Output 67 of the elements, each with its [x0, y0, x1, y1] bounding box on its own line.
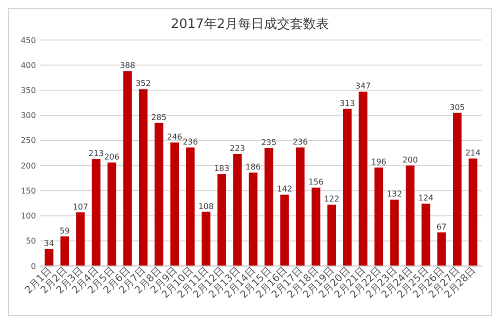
bar	[264, 148, 274, 266]
bar	[390, 200, 399, 266]
data-label: 214	[465, 148, 481, 158]
data-label: 200	[402, 156, 418, 165]
bar	[374, 168, 384, 266]
bar	[343, 108, 352, 266]
bar	[248, 172, 258, 266]
bar	[296, 147, 305, 266]
bar	[186, 147, 195, 266]
data-label: 352	[136, 79, 151, 88]
bar	[437, 232, 446, 266]
data-label: 305	[450, 102, 465, 112]
y-tick-label: 250	[20, 136, 36, 146]
data-label: 156	[308, 178, 324, 187]
y-tick-label: 150	[20, 186, 36, 196]
bar	[154, 122, 164, 266]
data-label: 223	[230, 144, 246, 154]
data-label: 213	[88, 149, 104, 158]
data-label: 108	[198, 202, 214, 211]
bar	[92, 159, 100, 266]
y-tick-label: 300	[20, 111, 36, 120]
bar	[280, 194, 289, 266]
bar	[60, 236, 70, 266]
bar	[233, 154, 242, 266]
data-label: 122	[324, 194, 340, 204]
bar	[170, 142, 179, 266]
bar	[312, 188, 320, 266]
data-label: 246	[167, 132, 182, 142]
data-label: 206	[104, 152, 120, 162]
data-label: 236	[182, 137, 198, 146]
bar	[44, 248, 54, 266]
data-label: 347	[355, 82, 371, 91]
bar	[452, 112, 462, 266]
data-label: 196	[371, 158, 386, 167]
data-label: 186	[246, 162, 261, 172]
bar	[327, 204, 336, 266]
data-label: 313	[340, 98, 355, 108]
bar	[358, 92, 368, 266]
data-label: 59	[60, 226, 70, 236]
y-tick-label: 400	[20, 60, 36, 70]
data-label: 132	[386, 190, 402, 199]
chart-title: 2017年2月每日成交套数表	[170, 16, 330, 32]
bar	[76, 212, 85, 266]
bar	[406, 166, 414, 266]
data-label: 142	[276, 184, 292, 194]
data-label: 67	[436, 222, 447, 232]
y-tick-label: 200	[20, 161, 36, 170]
y-tick-label: 0	[30, 262, 36, 271]
data-label: 34	[44, 238, 54, 248]
data-label: 388	[120, 61, 136, 70]
bar	[108, 162, 116, 266]
data-label: 107	[72, 202, 88, 212]
y-tick-label: 50	[26, 236, 36, 246]
bar	[123, 71, 132, 266]
bar	[202, 212, 210, 266]
bar	[138, 89, 148, 266]
data-label: 235	[261, 138, 276, 147]
y-tick-label: 450	[20, 36, 36, 45]
data-label: 236	[292, 137, 308, 146]
data-label: 124	[418, 194, 434, 203]
data-label: 183	[214, 164, 230, 174]
y-tick-label: 350	[20, 86, 36, 96]
bar	[217, 174, 226, 266]
data-label: 285	[151, 112, 167, 122]
bar	[468, 158, 478, 266]
bar	[422, 204, 430, 266]
y-tick-label: 100	[20, 212, 36, 221]
